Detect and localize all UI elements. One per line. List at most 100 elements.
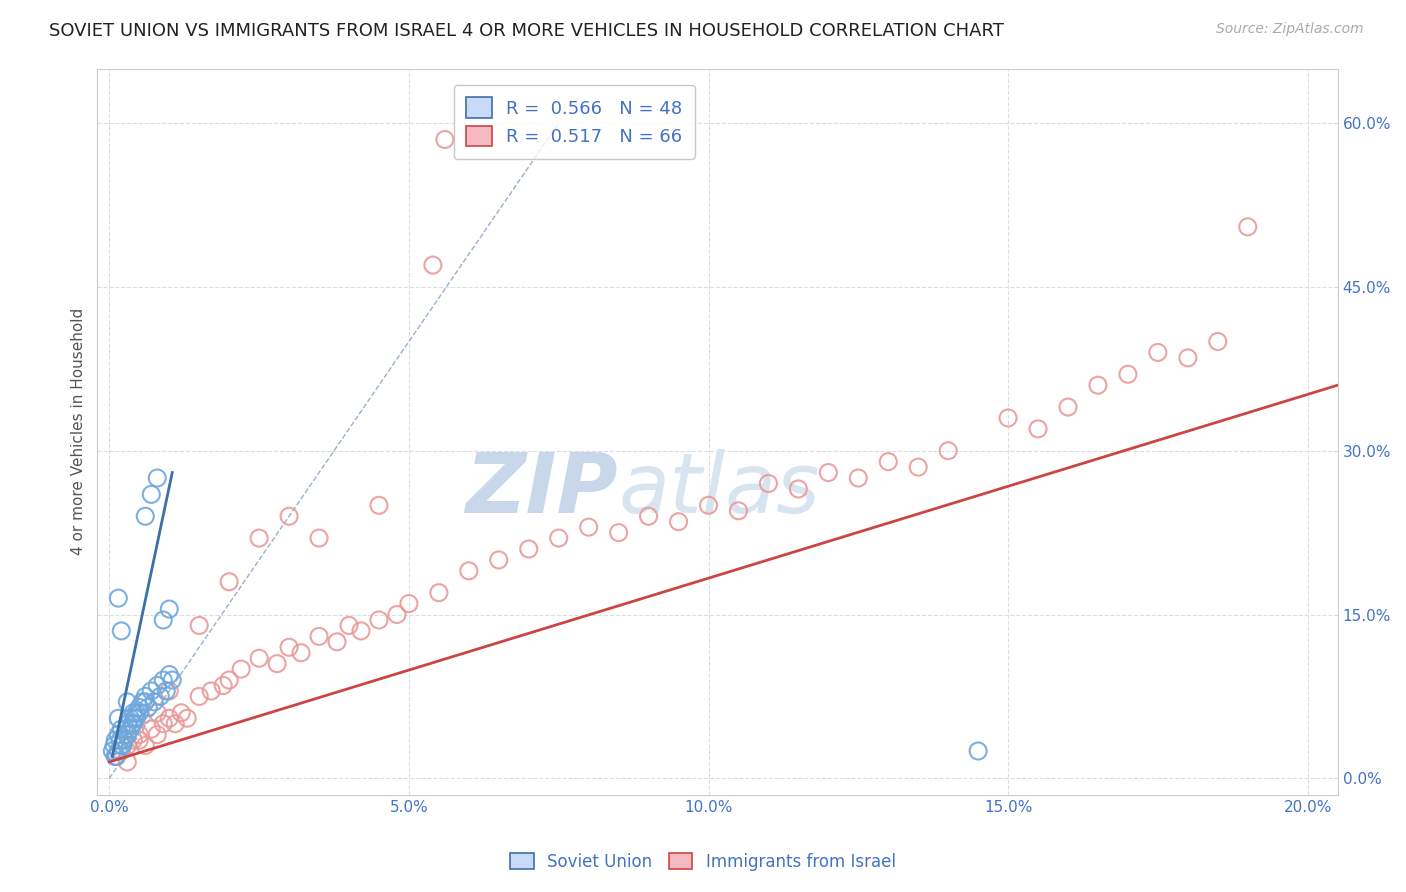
Point: [134, 509, 156, 524]
Point: [290, 646, 312, 660]
Point: [157, 711, 180, 725]
Point: [231, 662, 253, 676]
Point: [278, 640, 301, 655]
Point: [134, 690, 156, 704]
Point: [157, 602, 180, 616]
Point: [668, 515, 690, 529]
Point: [117, 728, 139, 742]
Point: [101, 744, 124, 758]
Point: [146, 678, 169, 692]
Point: [117, 728, 139, 742]
Point: [141, 487, 163, 501]
Legend: R =  0.566   N = 48, R =  0.517   N = 66: R = 0.566 N = 48, R = 0.517 N = 66: [454, 85, 695, 159]
Point: [107, 728, 129, 742]
Point: [117, 739, 139, 753]
Point: [128, 728, 150, 742]
Point: [107, 744, 129, 758]
Y-axis label: 4 or more Vehicles in Household: 4 or more Vehicles in Household: [72, 308, 86, 555]
Text: ZIP: ZIP: [465, 450, 619, 530]
Point: [308, 531, 330, 545]
Text: SOVIET UNION VS IMMIGRANTS FROM ISRAEL 4 OR MORE VEHICLES IN HOUSEHOLD CORRELATI: SOVIET UNION VS IMMIGRANTS FROM ISRAEL 4…: [49, 22, 1004, 40]
Point: [107, 591, 129, 606]
Text: Source: ZipAtlas.com: Source: ZipAtlas.com: [1216, 22, 1364, 37]
Point: [103, 739, 125, 753]
Point: [149, 690, 172, 704]
Point: [1147, 345, 1170, 359]
Point: [337, 618, 360, 632]
Point: [787, 482, 810, 496]
Point: [152, 613, 174, 627]
Point: [146, 706, 169, 720]
Point: [176, 711, 198, 725]
Point: [146, 471, 169, 485]
Legend: Soviet Union, Immigrants from Israel: Soviet Union, Immigrants from Israel: [502, 845, 904, 880]
Point: [385, 607, 408, 622]
Point: [427, 585, 450, 599]
Point: [107, 711, 129, 725]
Point: [350, 624, 373, 638]
Point: [188, 618, 211, 632]
Point: [157, 684, 180, 698]
Point: [817, 466, 839, 480]
Point: [125, 706, 148, 720]
Point: [1236, 219, 1258, 234]
Point: [247, 651, 270, 665]
Point: [104, 733, 127, 747]
Point: [266, 657, 288, 671]
Point: [326, 635, 349, 649]
Point: [877, 455, 900, 469]
Point: [1057, 400, 1080, 414]
Point: [758, 476, 780, 491]
Point: [637, 509, 659, 524]
Point: [146, 728, 169, 742]
Point: [907, 460, 929, 475]
Point: [120, 722, 142, 736]
Point: [697, 499, 720, 513]
Point: [218, 574, 240, 589]
Point: [422, 258, 444, 272]
Text: atlas: atlas: [619, 450, 820, 530]
Point: [1116, 368, 1139, 382]
Point: [128, 700, 150, 714]
Point: [112, 733, 135, 747]
Point: [368, 499, 391, 513]
Point: [165, 716, 187, 731]
Point: [141, 684, 163, 698]
Point: [141, 722, 163, 736]
Point: [128, 733, 150, 747]
Point: [152, 673, 174, 687]
Point: [117, 695, 139, 709]
Point: [967, 744, 990, 758]
Point: [117, 716, 139, 731]
Point: [115, 722, 138, 736]
Point: [308, 629, 330, 643]
Point: [212, 678, 235, 692]
Point: [157, 667, 180, 681]
Point: [578, 520, 600, 534]
Point: [1026, 422, 1049, 436]
Point: [218, 673, 240, 687]
Point: [125, 711, 148, 725]
Point: [122, 706, 145, 720]
Point: [108, 733, 131, 747]
Point: [247, 531, 270, 545]
Point: [200, 684, 222, 698]
Point: [104, 749, 127, 764]
Point: [607, 525, 630, 540]
Point: [152, 716, 174, 731]
Point: [457, 564, 479, 578]
Point: [727, 504, 749, 518]
Point: [105, 749, 128, 764]
Point: [134, 695, 156, 709]
Point: [433, 132, 456, 146]
Point: [128, 706, 150, 720]
Point: [155, 684, 177, 698]
Point: [134, 739, 156, 753]
Point: [122, 733, 145, 747]
Point: [188, 690, 211, 704]
Point: [110, 624, 132, 638]
Point: [547, 531, 569, 545]
Point: [143, 695, 166, 709]
Point: [936, 443, 959, 458]
Point: [278, 509, 301, 524]
